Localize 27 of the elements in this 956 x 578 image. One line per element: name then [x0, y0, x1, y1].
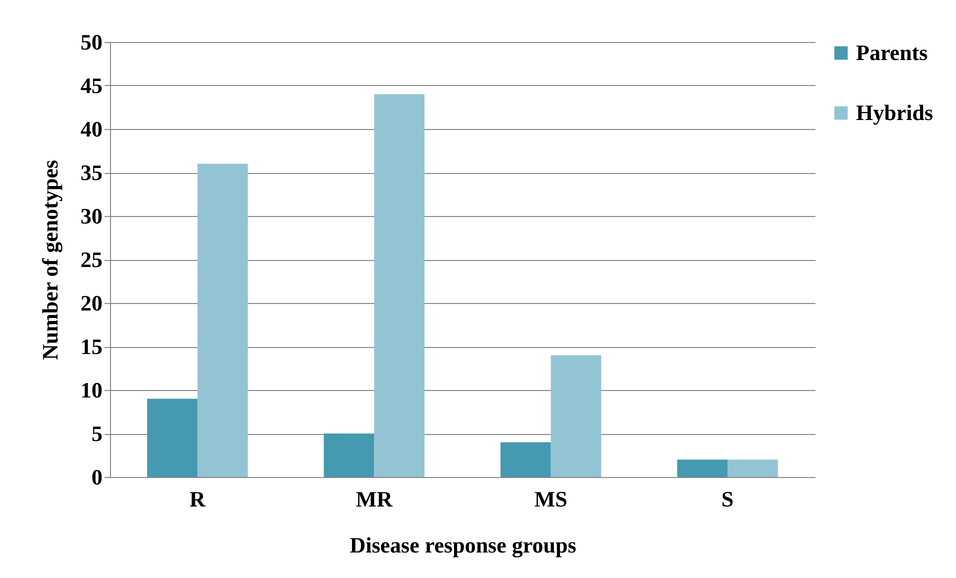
- bar: [677, 460, 728, 477]
- y-tick-label: 45: [80, 73, 102, 98]
- y-tick-label: 25: [80, 247, 102, 272]
- bar: [550, 355, 602, 477]
- y-tick-label: 40: [80, 116, 102, 142]
- legend-label: Hybrids: [856, 100, 934, 125]
- y-tick-label: 30: [80, 204, 102, 228]
- bar: [374, 94, 425, 477]
- y-tick-label: 50: [80, 30, 102, 54]
- bar: [197, 164, 248, 477]
- x-tick-label: R: [190, 486, 207, 512]
- y-axis-title: Number of genotypes: [38, 160, 62, 360]
- y-tick-label: 15: [80, 334, 102, 359]
- bar: [500, 442, 551, 477]
- x-tick-label: MS: [534, 486, 568, 512]
- y-tick-label: 35: [80, 160, 102, 185]
- x-axis-title: Disease response groups: [350, 532, 577, 558]
- legend-label: Parents: [856, 40, 928, 65]
- y-tick-label: 0: [92, 464, 102, 490]
- bar: [147, 398, 198, 477]
- y-tick-label: 5: [92, 421, 102, 446]
- bar: [728, 460, 778, 477]
- bar: [324, 434, 374, 477]
- y-tick-label: 10: [80, 378, 102, 402]
- y-tick-label: 20: [80, 290, 102, 316]
- x-tick-label: S: [721, 486, 734, 512]
- x-tick-label: MR: [356, 486, 394, 512]
